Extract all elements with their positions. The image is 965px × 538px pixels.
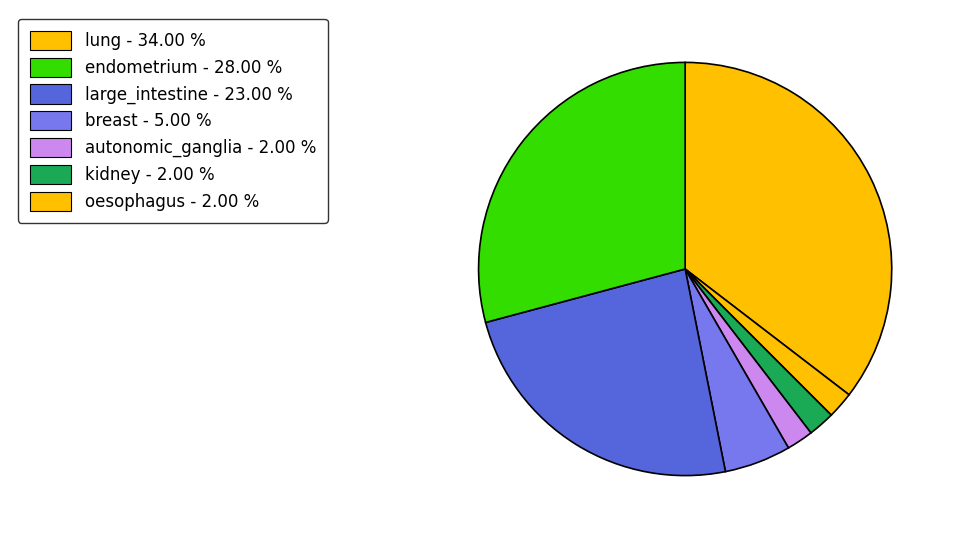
- Wedge shape: [685, 269, 811, 448]
- Wedge shape: [685, 62, 892, 395]
- Wedge shape: [685, 269, 831, 433]
- Legend: lung - 34.00 %, endometrium - 28.00 %, large_intestine - 23.00 %, breast - 5.00 : lung - 34.00 %, endometrium - 28.00 %, l…: [18, 19, 328, 223]
- Wedge shape: [685, 269, 849, 415]
- Wedge shape: [685, 269, 788, 472]
- Wedge shape: [479, 62, 685, 322]
- Wedge shape: [485, 269, 726, 476]
